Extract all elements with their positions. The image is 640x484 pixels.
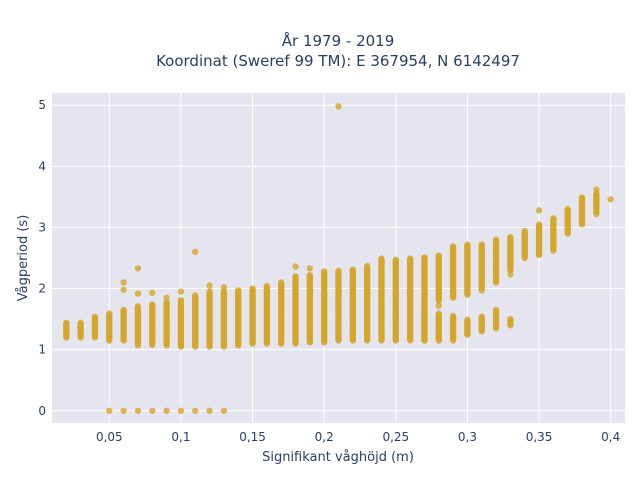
data-points [63, 103, 614, 414]
data-point [91, 313, 99, 320]
data-point [449, 243, 457, 250]
x-tick-label: 0,2 [315, 430, 334, 444]
x-tick-label: 0,25 [382, 430, 409, 444]
x-tick-labels: 0,05 0,1 0,15 0,2 0,25 0,3 0,35 0,4 [96, 430, 620, 444]
data-point [464, 316, 471, 323]
data-point [278, 279, 285, 286]
data-point [263, 282, 271, 290]
plot-area [52, 93, 625, 423]
data-point [249, 285, 256, 292]
data-point [521, 227, 528, 235]
x-tick-label: 0,1 [171, 430, 190, 444]
data-point [478, 241, 485, 248]
data-point [535, 221, 543, 228]
data-point [134, 290, 142, 297]
data-point [220, 407, 228, 414]
y-tick-label: 2 [38, 282, 46, 296]
data-point [335, 267, 342, 275]
data-point [578, 194, 586, 201]
data-point [292, 273, 299, 280]
y-tick-label: 4 [38, 159, 46, 173]
data-point [177, 296, 185, 304]
data-point [63, 319, 70, 326]
data-point [120, 306, 127, 314]
y-tick-label: 5 [38, 98, 46, 112]
data-point [206, 288, 213, 295]
data-point [535, 207, 543, 214]
data-point [192, 248, 199, 256]
data-point [607, 196, 614, 203]
data-point [349, 266, 357, 273]
data-point [106, 407, 113, 414]
y-tick-labels: 0 1 2 3 4 5 [38, 98, 46, 418]
data-point [292, 263, 299, 270]
data-point [392, 256, 399, 264]
data-point [507, 234, 514, 241]
data-point [134, 407, 142, 414]
data-point [478, 313, 485, 320]
data-point [464, 331, 471, 338]
data-point [335, 103, 342, 110]
data-point [120, 279, 127, 286]
y-tick-label: 0 [38, 404, 46, 418]
data-point [492, 306, 500, 314]
data-point [449, 312, 457, 320]
y-tick-label: 3 [38, 220, 46, 234]
data-point [177, 288, 185, 295]
data-point [163, 299, 170, 306]
data-point [134, 303, 142, 310]
data-point [435, 310, 442, 317]
data-point [507, 271, 514, 278]
data-point [564, 205, 571, 213]
data-point [507, 315, 514, 323]
data-point [120, 407, 127, 414]
data-point [163, 407, 170, 414]
data-point [77, 319, 84, 326]
x-tick-label: 0,15 [239, 430, 266, 444]
data-point [421, 310, 428, 317]
data-point [593, 210, 600, 218]
data-point [149, 289, 156, 297]
data-point [177, 407, 185, 414]
data-point [435, 252, 442, 259]
data-point [406, 255, 414, 262]
x-tick-label: 0,3 [458, 430, 477, 444]
data-point [206, 282, 213, 289]
data-point [435, 302, 442, 309]
data-point [550, 247, 557, 254]
data-point [192, 292, 199, 299]
data-point [378, 255, 385, 262]
data-point [192, 407, 199, 414]
chart-title-line-1: År 1979 - 2019 [282, 31, 395, 50]
data-point [220, 284, 228, 291]
y-axis-label: Vågperiod (s) [16, 215, 31, 302]
data-point [149, 407, 156, 414]
data-point [421, 254, 428, 261]
data-point [464, 241, 471, 248]
data-point [306, 271, 314, 279]
data-point [478, 287, 485, 294]
y-tick-label: 1 [38, 343, 46, 357]
data-point [235, 287, 242, 294]
data-point [320, 268, 328, 275]
data-point [134, 265, 142, 272]
data-point [550, 215, 557, 222]
data-point [306, 265, 314, 272]
data-point [206, 407, 213, 414]
data-point [492, 236, 500, 243]
data-point [593, 186, 600, 193]
x-tick-label: 0,4 [601, 430, 620, 444]
data-point [120, 286, 127, 293]
data-point [363, 262, 371, 270]
x-tick-label: 0,05 [96, 430, 123, 444]
data-point [149, 301, 156, 308]
x-axis-label: Signifikant våghöjd (m) [262, 450, 414, 465]
chart-title-line-2: Koordinat (Sweref 99 TM): E 367954, N 61… [156, 52, 520, 70]
data-point [163, 294, 170, 301]
x-tick-label: 0,35 [526, 430, 553, 444]
data-point [106, 310, 113, 317]
